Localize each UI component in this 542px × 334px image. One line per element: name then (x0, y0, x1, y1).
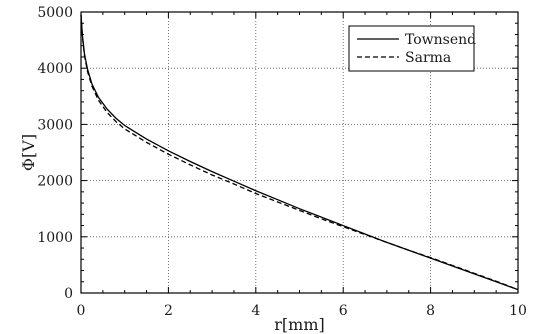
x-tick-label: 4 (251, 303, 260, 319)
x-tick-label: 2 (164, 303, 173, 319)
axis-ticks (80, 11, 519, 294)
legend: Townsend Sarma (348, 25, 476, 72)
y-tick-label: 3000 (37, 117, 73, 133)
grid-lines (81, 12, 518, 293)
y-tick-labels: 0 1000 2000 3000 4000 5000 (37, 5, 73, 302)
y-tick-label: 5000 (37, 5, 73, 21)
legend-box (348, 25, 475, 72)
y-axis-title: Φ[V] (19, 134, 38, 171)
x-tick-label: 6 (339, 303, 348, 319)
series-layer (80, 14, 519, 291)
y-tick-label: 2000 (37, 174, 73, 190)
x-tick-label: 0 (77, 303, 86, 319)
x-tick-label: 10 (509, 303, 527, 319)
y-tick-label: 0 (64, 286, 73, 302)
x-axis-title: r[mm] (274, 315, 324, 334)
series-line-sarma (80, 14, 519, 291)
plot-area (80, 11, 519, 294)
x-tick-labels: 0 2 4 6 8 10 (77, 303, 527, 319)
legend-label-townsend: Townsend (405, 32, 476, 48)
x-tick-label: 8 (426, 303, 435, 319)
y-tick-label: 1000 (37, 230, 73, 246)
legend-label-sarma: Sarma (405, 50, 451, 66)
y-tick-label: 4000 (37, 61, 73, 77)
